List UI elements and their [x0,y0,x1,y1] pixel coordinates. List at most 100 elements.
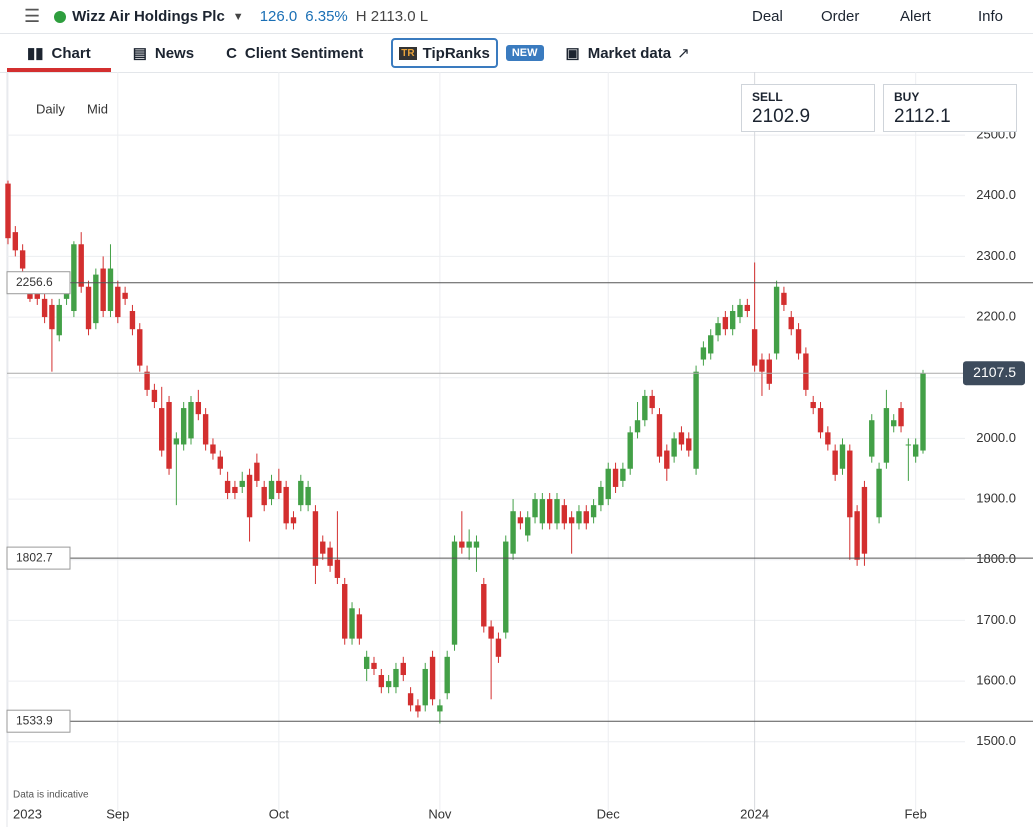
candle-body [766,359,772,384]
candle-body [488,626,494,639]
candle-body [891,420,897,427]
change: 126.0 [259,8,298,25]
candle-body [744,304,751,312]
tab-news[interactable]: ▤ News [133,34,194,72]
candle-body [378,675,385,688]
candle-body [503,541,509,633]
candle-body [664,450,670,469]
candle-body [49,304,55,330]
icon: ▮▮ [27,45,44,62]
candle-body [268,480,275,500]
candle-body [481,584,487,627]
candle-body [715,323,721,336]
candle-body [817,408,824,433]
alert[interactable]: Alert [900,8,931,25]
header: ☰ Wizz Air Holdings Plc ▼ 126.0 6.35% H … [0,0,1033,34]
candle-body [137,329,143,366]
x-tick-label: Nov [428,806,452,821]
candle-body [159,408,165,451]
candle-body [839,444,846,469]
interval[interactable]: Daily [36,101,65,116]
candle-body [759,359,765,372]
deal[interactable]: Deal [752,8,783,25]
candle-body [195,402,202,415]
external-icon: ↗ [677,45,690,62]
tab-market-data[interactable]: ▣ Market data ↗ [566,34,690,72]
candle-body [107,268,114,312]
candle-body [320,541,326,554]
price-type[interactable]: Mid [87,101,108,116]
candle-body [254,462,260,481]
candle-body [532,499,538,518]
info[interactable]: Info [978,8,1004,25]
candle-body [832,450,838,475]
candle-body [708,335,714,354]
candle-body [649,395,655,409]
candle-body [451,541,458,645]
candle-body [144,371,150,390]
new-badge: NEW [505,45,544,61]
sell-price: 2102.9 [752,106,811,127]
candle-body [232,486,238,494]
candle-body [751,329,758,366]
y-tick-label: 1700.0 [976,612,1016,627]
candle-body [803,353,809,390]
y-tick-label: 2400.0 [976,187,1016,202]
candle-body [905,444,912,446]
candle-body [202,414,209,445]
y-tick-label: 1600.0 [976,673,1016,688]
level-label: 2256.6 [16,275,53,289]
candle-body [342,584,348,639]
status-dot [54,10,67,23]
candle-body [510,511,516,554]
candle-body [678,432,685,445]
level-box [6,709,71,733]
candle-body [19,250,26,269]
sell-box[interactable]: SELL 2102.9 [741,84,875,132]
y-tick-label: 1500.0 [976,733,1016,748]
candle-body [627,432,633,469]
candle-body [283,486,289,524]
candle-body [129,311,136,330]
candle-body [444,656,450,694]
candle-body [246,474,253,518]
candle-body [539,499,546,524]
tab-chart[interactable]: ▮▮ Chart [7,34,111,72]
candle-body [224,480,231,494]
icon: C [226,44,237,62]
candle-body [151,389,158,403]
candle-body [56,304,62,336]
candle-body [883,408,890,463]
order[interactable]: Order [821,8,860,25]
buy-box[interactable]: BUY 2112.1 [883,84,1017,132]
sell-label: SELL [752,90,783,104]
candle-body [239,480,245,487]
candle-body [722,317,729,330]
tab-sentiment[interactable]: C Client Sentiment [226,34,363,72]
candle-body [290,517,297,524]
x-tick-label: Dec [597,806,621,821]
instrument[interactable]: Wizz Air Holdings Plc [72,8,225,25]
y-tick-label: 1800.0 [976,551,1016,566]
menu-icon[interactable]: ☰ [24,6,41,26]
tab-tipranks[interactable]: TR TipRanks [391,38,498,68]
candle-body [429,656,436,700]
candle-body [5,183,11,239]
candle-body [12,232,19,251]
note: Data is indicative [13,790,89,801]
candle-body [400,662,406,676]
tabs: ▮▮ Chart ▤ News C Client Sentiment TR TipRan… [0,34,1033,73]
label: Market data [587,44,672,62]
candle-body [634,420,641,433]
candle-body [473,541,480,548]
candle-body [100,268,106,312]
candle-body [686,438,692,451]
candle-body [773,286,780,354]
dropdown[interactable]: ▼ [232,10,244,23]
candle-body [642,395,648,421]
candle-body [876,468,882,518]
candle-body [71,244,77,312]
candle-body [525,517,531,536]
label: Chart [51,44,91,62]
label: Client Sentiment [244,44,364,62]
